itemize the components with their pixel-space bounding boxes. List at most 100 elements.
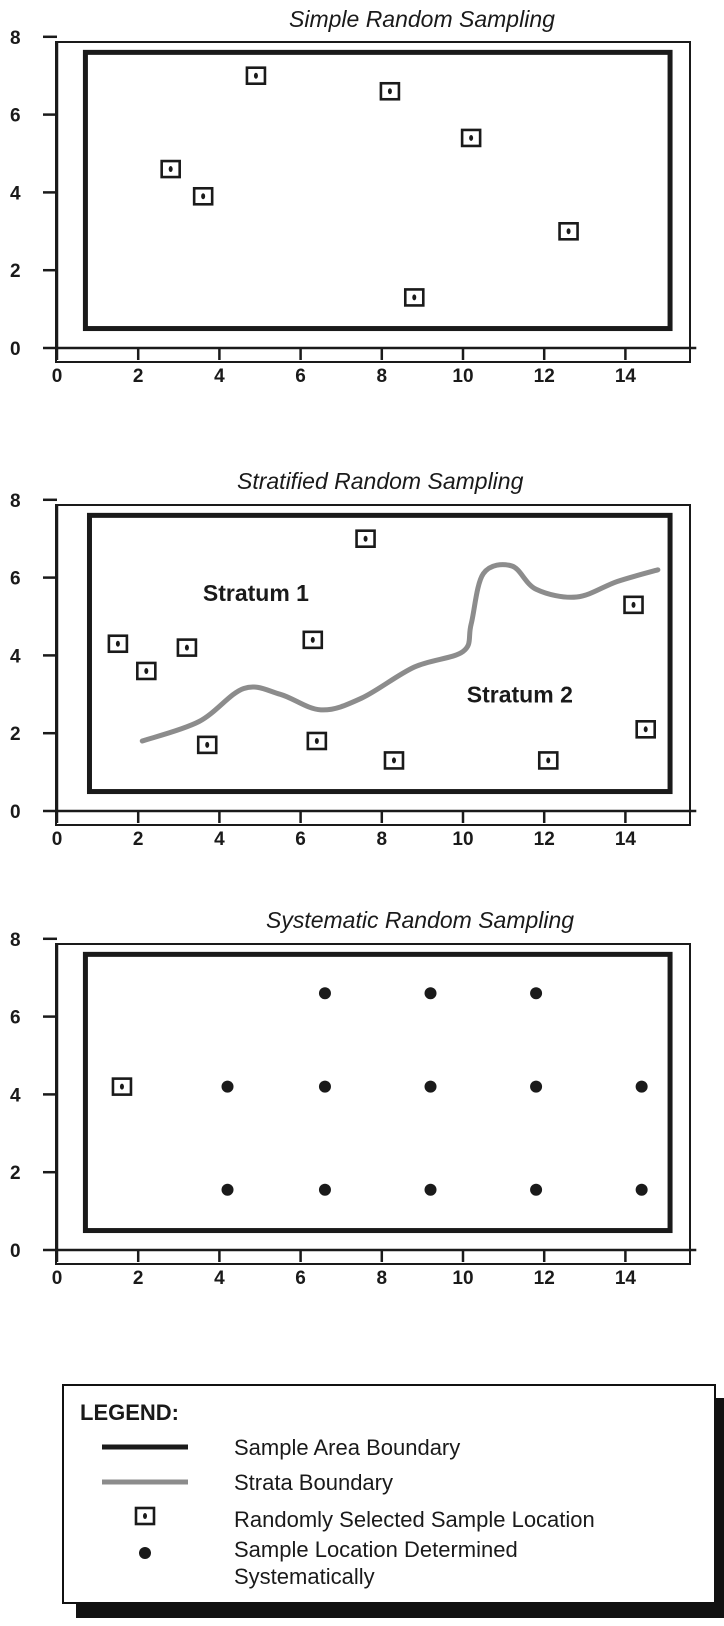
random-sample-dot [205,741,210,748]
random-sample-point [306,731,328,751]
random-sample-dot [566,228,571,235]
systematic-sample-point [530,1183,543,1196]
x-tick-label: 10 [452,1268,473,1289]
random-sample-point [383,751,405,770]
random-sample-dot [115,640,120,647]
x-tick-label: 14 [615,829,637,850]
systematic-sample-point [318,1080,331,1093]
systematic-sample-point [635,1080,648,1093]
y-tick-label: 8 [10,491,21,512]
x-tick-label: 10 [452,829,473,850]
chart-title-simple: Simple Random Sampling [289,6,555,32]
systematic-sample-point [530,987,543,1000]
random-sample-point [623,595,644,615]
sample-area-boundary-symbol [102,1444,188,1450]
random-sample-dot [387,88,392,95]
random-sample-point [245,66,267,86]
simple-random-sampling-chart: 0 2 4 6 8 0 2 4 6 8 10 12 14 [10,28,697,387]
random-sample-dot [363,535,368,542]
random-sample-point [192,186,214,206]
strata-boundary [139,562,661,744]
systematic-sample-point [424,1183,437,1196]
stratum-label: Stratum 2 [467,681,573,707]
x-tick-label: 0 [52,366,63,387]
random-sample-point [136,661,157,681]
random-sample-dot [546,757,551,764]
x-tick-label: 12 [534,1268,555,1289]
y-tick-label: 4 [10,183,21,204]
random-sample-dot [310,636,315,643]
y-tick-label: 2 [10,724,21,745]
legend-box: LEGEND: Sample Area Boundary Strata Boun… [62,1384,716,1604]
x-tick-label: 6 [295,1268,306,1289]
x-tick-label: 4 [214,366,225,387]
systematic-sample-point [318,1183,331,1196]
random-sample-dot [631,601,636,608]
y-tick-label: 0 [10,1241,21,1262]
random-sample-point [403,288,425,307]
y-tick-label: 0 [10,802,21,823]
legend-title: LEGEND: [80,1400,179,1425]
legend: LEGEND: Sample Area Boundary Strata Boun… [62,1384,716,1604]
legend-text-systematic-sample-line2: Systematically [234,1564,375,1589]
systematic-sample-point [221,1080,234,1093]
random-sample-dot [201,193,206,200]
x-tick-label: 10 [452,366,473,387]
chart-title-stratified: Stratified Random Sampling [237,468,524,494]
x-tick-label: 6 [295,366,306,387]
systematic-random-sampling-chart: 0 2 4 6 8 0 2 4 6 8 10 12 14 [10,930,697,1289]
y-tick-label: 2 [10,1163,21,1184]
random-sample-dot [253,72,258,79]
y-tick-label: 2 [10,261,21,282]
strata-boundary-symbol [102,1479,188,1485]
random-sample-point [537,751,559,770]
random-sample-point [355,529,376,549]
random-sample-point [160,159,181,179]
x-tick-label: 2 [133,829,144,850]
x-tick-label: 0 [52,829,63,850]
random-sample-dot [184,644,189,651]
random-sample-point [460,128,482,148]
random-sample-marker-icon [134,1506,156,1526]
legend-text-sample-area-boundary: Sample Area Boundary [234,1435,461,1460]
random-sample-point [176,638,198,657]
random-sample-point [111,1077,133,1096]
x-tick-label: 6 [295,829,306,850]
systematic-sample-point [530,1080,543,1093]
chart-title-systematic: Systematic Random Sampling [266,907,575,933]
systematic-sample-point [318,987,331,1000]
systematic-sample-marker-icon [139,1547,151,1559]
plot-frame [55,943,691,1265]
legend-text-strata-boundary: Strata Boundary [234,1470,393,1495]
random-sample-dot [144,667,149,674]
systematic-sample-point [221,1183,234,1196]
random-sample-point [107,634,129,654]
sample-area-boundary [82,49,673,332]
random-sample-dot [391,757,396,764]
legend-text-systematic-sample-line1: Sample Location Determined [234,1537,518,1562]
random-sample-point [558,222,579,241]
random-sample-point [635,720,657,739]
random-sample-dot [412,294,417,301]
random-sample-dot [168,166,173,173]
sample-area-boundary [82,951,673,1234]
systematic-sample-point [424,1080,437,1093]
random-sample-dot [314,737,319,744]
systematic-sample-point [424,987,437,1000]
x-tick-label: 12 [534,829,555,850]
plot-frame [55,41,691,363]
random-sample-point [379,81,401,101]
stratified-random-sampling-chart: 0 2 4 6 8 0 2 4 6 8 10 12 14 Stratum 1 Stratum 2 [10,491,697,850]
x-tick-label: 2 [133,1268,144,1289]
x-tick-label: 8 [377,366,388,387]
random-sample-point [196,735,218,755]
y-tick-label: 6 [10,1008,21,1029]
y-tick-label: 4 [10,1085,21,1106]
legend-text-random-sample: Randomly Selected Sample Location [234,1507,595,1532]
x-tick-label: 2 [133,366,144,387]
systematic-sample-point [635,1183,648,1196]
x-tick-label: 8 [377,829,388,850]
x-tick-label: 14 [615,366,637,387]
y-tick-label: 6 [10,569,21,590]
random-sample-dot [643,726,648,733]
